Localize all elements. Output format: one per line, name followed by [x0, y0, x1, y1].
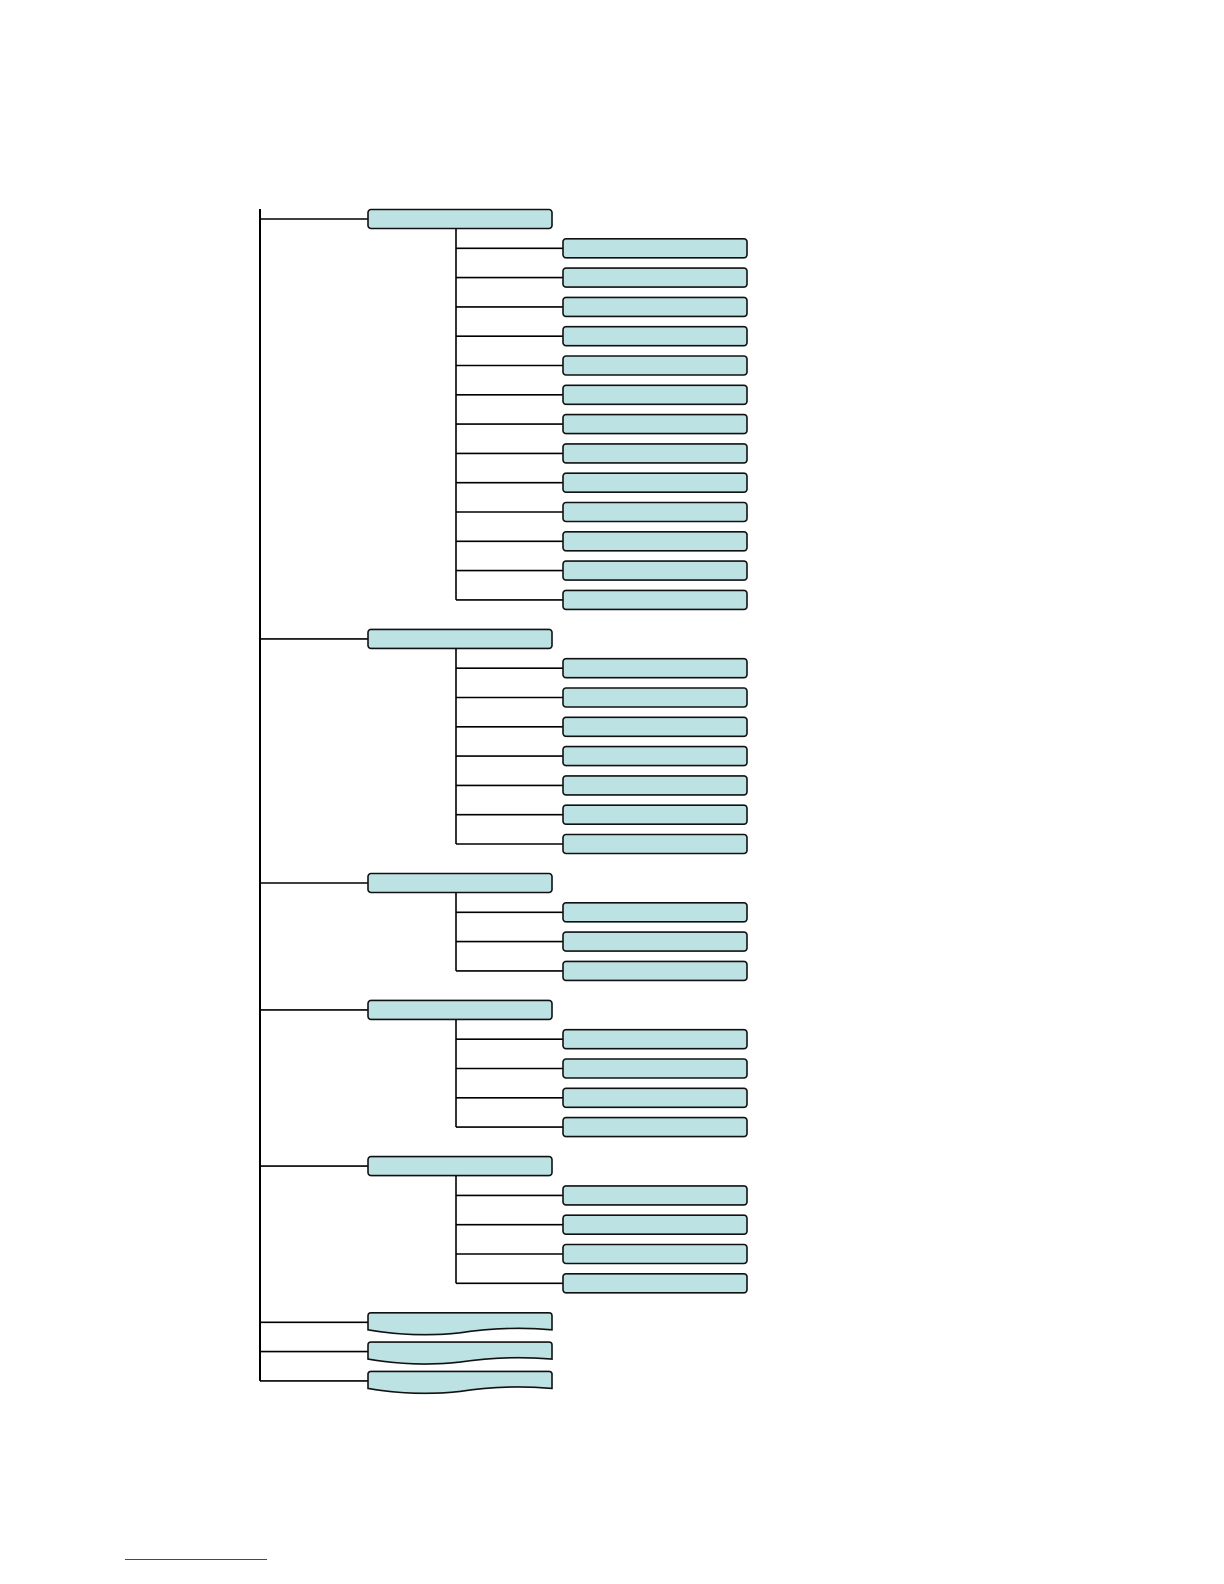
child-node [562, 804, 748, 826]
child-node [562, 745, 748, 767]
child-node [562, 1116, 748, 1138]
child-node [562, 472, 748, 494]
child-node [562, 1087, 748, 1109]
group-node [367, 999, 553, 1021]
child-node [562, 355, 748, 376]
group-node [367, 628, 553, 650]
child-node [562, 833, 748, 855]
child-node [562, 384, 748, 406]
child-node [562, 589, 748, 611]
child-node [562, 238, 748, 259]
child-node [562, 1273, 748, 1294]
group-node [367, 872, 553, 894]
child-node [562, 443, 748, 464]
child-node [562, 296, 748, 318]
child-node [562, 960, 748, 982]
document-node [367, 1312, 553, 1336]
child-node [562, 560, 748, 581]
child-node [562, 325, 748, 347]
child-node [562, 901, 748, 923]
child-node [562, 657, 748, 679]
child-node [562, 716, 748, 738]
child-node [562, 1243, 748, 1265]
document-node [367, 1370, 553, 1395]
child-node [562, 1058, 748, 1079]
child-node [562, 501, 748, 523]
footnote-separator [125, 1559, 267, 1560]
child-node [562, 931, 748, 952]
child-node [562, 267, 748, 288]
child-node [562, 687, 748, 708]
child-node [562, 1028, 748, 1050]
child-node [562, 413, 748, 435]
group-node [367, 208, 553, 230]
child-node [562, 1185, 748, 1206]
child-node [562, 775, 748, 796]
child-node [562, 1214, 748, 1235]
child-node [562, 530, 748, 552]
group-node [367, 1155, 553, 1177]
document-node [367, 1341, 553, 1365]
